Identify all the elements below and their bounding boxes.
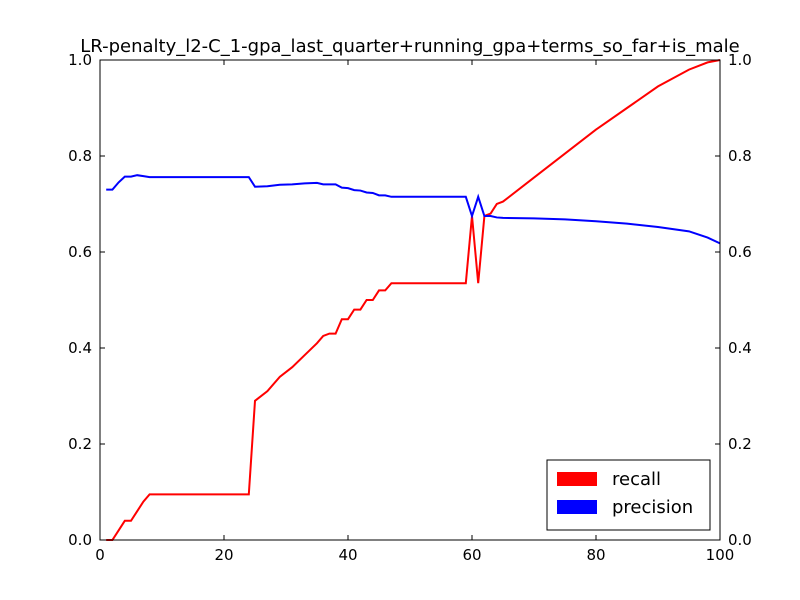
legend-label-recall: recall bbox=[612, 469, 661, 490]
y-tick-label-right: 1.0 bbox=[728, 51, 752, 69]
legend-swatch-precision bbox=[557, 500, 597, 514]
y-tick-label-left: 1.0 bbox=[68, 51, 92, 69]
chart-title: LR-penalty_l2-C_1-gpa_last_quarter+runni… bbox=[80, 36, 739, 57]
legend-box bbox=[546, 459, 711, 531]
y-tick-label-left: 0.4 bbox=[68, 339, 92, 357]
x-tick-label: 100 bbox=[706, 546, 735, 564]
y-tick-label-left: 0.2 bbox=[68, 435, 92, 453]
y-tick-label-right: 0.4 bbox=[728, 339, 752, 357]
y-tick-label-right: 0.0 bbox=[728, 531, 752, 549]
y-axis-right: 0.0 0.2 0.4 0.6 0.8 1.0 bbox=[715, 51, 752, 549]
y-tick-label-right: 0.6 bbox=[728, 243, 752, 261]
y-tick-label-right: 0.8 bbox=[728, 147, 752, 165]
legend: recall precision bbox=[546, 459, 711, 531]
y-tick-label-right: 0.2 bbox=[728, 435, 752, 453]
x-tick-label: 80 bbox=[586, 546, 605, 564]
series-line-precision bbox=[106, 174, 721, 245]
y-tick-label-left: 0.8 bbox=[68, 147, 92, 165]
x-tick-label: 20 bbox=[214, 546, 233, 564]
x-tick-label: 60 bbox=[462, 546, 481, 564]
plot-lines bbox=[106, 59, 721, 541]
legend-label-precision: precision bbox=[612, 497, 693, 518]
x-tick-label: 40 bbox=[338, 546, 357, 564]
plot-frame bbox=[99, 59, 721, 541]
x-tick-label: 0 bbox=[95, 546, 105, 564]
y-axis-left: 0.0 0.2 0.4 0.6 0.8 1.0 bbox=[68, 51, 105, 549]
y-tick-label-left: 0.0 bbox=[68, 531, 92, 549]
legend-swatch-recall bbox=[557, 472, 597, 486]
y-tick-label-left: 0.6 bbox=[68, 243, 92, 261]
series-line-recall bbox=[106, 59, 721, 541]
x-axis: 0 20 40 60 80 100 bbox=[95, 60, 734, 564]
